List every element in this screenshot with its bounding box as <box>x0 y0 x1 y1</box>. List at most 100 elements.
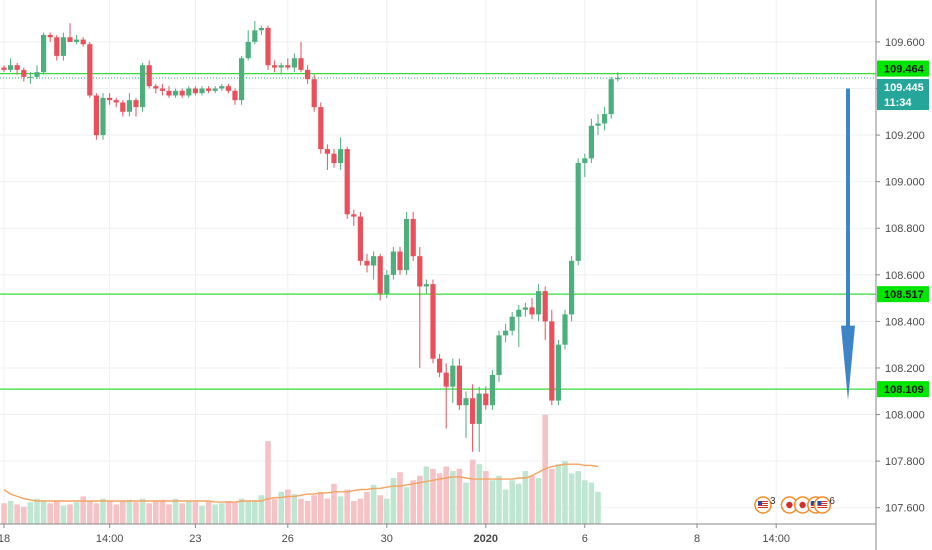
volume-bar <box>410 480 416 524</box>
jp-flag-icon <box>799 501 806 509</box>
candle-body <box>239 58 245 101</box>
volume-bar <box>21 506 27 524</box>
candle-body <box>47 34 53 38</box>
volume-bar <box>7 501 14 524</box>
volume-bar <box>120 501 126 524</box>
candle-body <box>450 365 456 387</box>
price-tag-label: 109.464 <box>884 64 925 76</box>
candle-body <box>522 307 528 310</box>
candle-body <box>133 100 139 108</box>
candle-body <box>357 216 363 261</box>
event-marker-flag-jp[interactable] <box>793 496 812 514</box>
volume-bar <box>390 478 397 524</box>
volume-bar <box>1 503 7 524</box>
price-tag-bg <box>877 60 929 77</box>
volume-bar <box>179 503 185 524</box>
volume-bar <box>60 505 67 524</box>
volume-bar <box>14 504 20 524</box>
candle-body <box>87 44 93 96</box>
candle-body <box>582 158 588 164</box>
price-tick-label: 108.600 <box>885 270 925 282</box>
volume-bar <box>496 475 502 524</box>
volume-bar <box>568 473 575 524</box>
time-tick-label: 2020 <box>474 533 498 545</box>
us-flag-stripe <box>817 507 828 508</box>
candle-body <box>93 95 99 136</box>
candle-body <box>377 256 383 294</box>
candle-body <box>278 65 284 68</box>
candle-body <box>41 34 47 73</box>
price-tags: 109.464 109.445 11:34 108.517 108.109 <box>877 60 929 398</box>
volume-bar <box>403 487 410 524</box>
candle-body <box>159 88 165 91</box>
horizontal-levels[interactable] <box>0 72 876 390</box>
us-flag-canton <box>810 501 815 505</box>
event-count-label: 3 <box>770 496 776 507</box>
volume-bar <box>397 472 403 524</box>
volume-bar <box>67 504 73 524</box>
volume-bar <box>443 466 449 524</box>
volume-bar <box>516 483 522 524</box>
volume-bar <box>450 471 456 524</box>
price-tag-109.445: 109.445 <box>877 79 929 96</box>
volume-bar <box>555 464 562 524</box>
candle-body <box>496 335 502 375</box>
event-marker-flag-jp[interactable] <box>780 496 799 514</box>
candle-body <box>536 291 542 315</box>
volume-bar <box>93 503 100 524</box>
volume-bar <box>456 468 463 524</box>
candle-body <box>153 86 159 89</box>
volume-bar <box>245 501 251 524</box>
candle-body <box>615 78 621 80</box>
volume-bar <box>192 502 199 524</box>
candle-body <box>489 374 495 406</box>
price-tick-label: 108.800 <box>885 223 925 235</box>
volume-bar <box>285 489 291 524</box>
volume-bar <box>291 494 298 524</box>
volume-bar <box>311 495 317 524</box>
volume-bar <box>476 464 482 524</box>
volume-bar <box>351 501 357 524</box>
price-axis[interactable]: 109.600109.400109.200109.000108.800108.6… <box>875 0 925 550</box>
volume-bar <box>80 496 86 524</box>
volume-bar <box>324 498 331 524</box>
candle-body <box>602 114 608 124</box>
volume-bar <box>489 480 496 524</box>
candle-body <box>390 251 396 275</box>
volume-bar <box>502 489 509 524</box>
event-markers[interactable]: 336 <box>754 496 835 514</box>
time-axis[interactable]: 18 14:00 23 26 30 2020 6 8 14:00 <box>0 523 876 545</box>
volume-bar <box>562 460 568 524</box>
candle-body <box>588 125 594 159</box>
volume-bar <box>238 498 245 524</box>
volume-bar <box>469 459 476 524</box>
candle-body <box>166 90 172 96</box>
candle-body <box>140 65 146 108</box>
down-arrow-annotation[interactable] <box>841 88 855 401</box>
volume-bar <box>199 505 205 524</box>
time-tick-label: 6 <box>582 533 588 545</box>
volume-bar <box>159 499 166 524</box>
candle-body <box>516 309 522 317</box>
time-tick-label: 30 <box>381 533 393 545</box>
volume-bar <box>172 498 179 524</box>
price-tick-label: 109.000 <box>885 177 925 189</box>
candle-body <box>192 88 198 94</box>
candle-body <box>173 90 179 96</box>
candle-body <box>291 58 297 68</box>
volume-bar <box>40 501 47 524</box>
event-marker-flag-us[interactable]: 6 <box>813 496 835 514</box>
candle-body <box>311 79 317 108</box>
volume-bar <box>27 502 34 524</box>
candle-body <box>120 102 126 112</box>
candle-body <box>206 88 212 91</box>
candle-body <box>67 37 73 42</box>
candle-body <box>54 37 60 56</box>
candle-body <box>265 27 271 66</box>
us-flag-canton <box>758 501 762 505</box>
candle-body <box>509 316 515 331</box>
arrow-head[interactable] <box>841 325 855 401</box>
event-marker-flag-us[interactable]: 3 <box>754 496 776 514</box>
volume-bar <box>219 503 225 524</box>
